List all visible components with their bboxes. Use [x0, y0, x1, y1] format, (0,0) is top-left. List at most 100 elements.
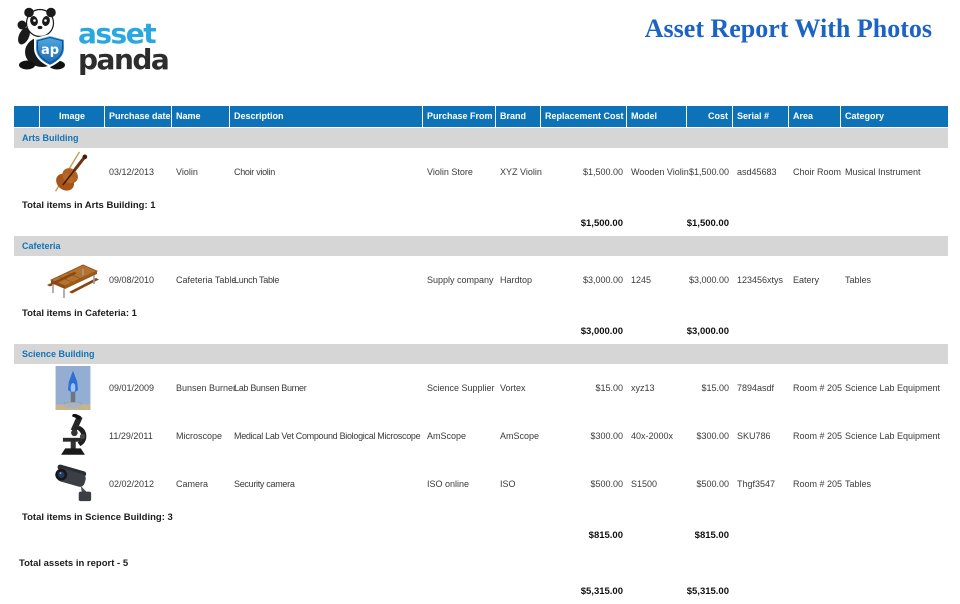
cell-serial: Thgf3547: [737, 479, 776, 489]
cell-serial: 7894asdf: [737, 383, 775, 393]
cell-description: Lab Bunsen Burner: [234, 383, 307, 393]
cell-cost: $300.00: [696, 431, 729, 441]
column-header-description: Description: [230, 106, 423, 127]
asset-row-cafeteria-table: 09/08/2010 Cafeteria Table Lunch Table Supp…: [14, 256, 948, 304]
cell-purchase_date: 11/29/2011: [109, 431, 153, 441]
cell-category: Tables: [845, 479, 872, 489]
cell-cost: $15.00: [701, 383, 729, 393]
column-header-name: Name: [172, 106, 230, 127]
cell-brand: Hardtop: [500, 275, 533, 285]
cell-brand: ISO: [500, 479, 516, 489]
group-name: Cafeteria: [22, 241, 61, 251]
cell-model: S1500: [631, 479, 658, 489]
cell-replacement_cost: $3,000.00: [582, 275, 623, 285]
cell-replacement_cost: $1,500.00: [582, 167, 623, 177]
logo-word-panda: panda: [78, 42, 170, 76]
cell-category: Science Lab Equipment: [845, 431, 941, 441]
cell-category: Musical Instrument: [845, 167, 921, 177]
asset-panda-logo: ap asset panda: [12, 6, 170, 77]
grand-total-replacement-cost: $5,315.00: [580, 585, 623, 597]
logo-wordmark: asset panda: [78, 17, 170, 76]
cell-brand: XYZ Violin: [500, 167, 542, 177]
group-subtotal-row: $3,000.00 $3,000.00: [14, 324, 948, 338]
cell-purchase_from: Violin Store: [427, 167, 473, 177]
cell-description: Lunch Table: [234, 275, 280, 285]
group-total-label: Total items in Arts Building: 1: [22, 200, 156, 211]
cell-name: Cafeteria Table: [176, 275, 237, 285]
asset-report-table: Image Purchase date Name Description Purchas…: [14, 106, 948, 598]
cell-purchase_from: AmScope: [427, 431, 467, 441]
cell-serial: SKU786: [737, 431, 771, 441]
asset-row-camera: 02/02/2012 Camera Security camera ISO onlin…: [14, 460, 948, 508]
group-name: Arts Building: [22, 133, 79, 143]
group-subtotal-row: $1,500.00 $1,500.00: [14, 216, 948, 230]
cell-serial: 123456xtys: [737, 275, 784, 285]
subtotal-replacement-cost: $815.00: [588, 529, 623, 541]
grand-total-row: $5,315.00 $5,315.00: [14, 584, 948, 598]
cell-area: Eatery: [793, 275, 820, 285]
subtotal-replacement-cost: $1,500.00: [580, 217, 623, 229]
cell-replacement_cost: $300.00: [590, 431, 623, 441]
report-title: Asset Report With Photos: [644, 14, 932, 43]
cell-replacement_cost: $500.00: [590, 479, 623, 489]
cell-description: Security camera: [234, 479, 295, 489]
cell-purchase_from: Science Supplier: [427, 383, 495, 393]
column-header-purchase_date: Purchase date: [105, 106, 172, 127]
column-header-brand: Brand: [496, 106, 541, 127]
asset-row-bunsen-burner: 09/01/2009 Bunsen Burner Lab Bunsen Burner…: [14, 364, 948, 412]
subtotal-cost: $1,500.00: [686, 217, 729, 229]
bunsen-burner-photo: [55, 366, 90, 410]
cell-purchase_date: 03/12/2013: [109, 167, 155, 177]
group-name: Science Building: [22, 349, 95, 359]
cell-purchase_date: 09/08/2010: [109, 275, 155, 285]
cell-category: Science Lab Equipment: [845, 383, 941, 393]
cell-cost: $500.00: [696, 479, 729, 489]
grand-total-cost: $5,315.00: [686, 585, 729, 597]
cell-model: 40x-2000x: [631, 431, 674, 441]
asset-row-violin: 03/12/2013 Violin Choir violin Violin Store…: [14, 148, 948, 196]
logo-word-asset: asset: [78, 17, 157, 50]
cell-purchase_date: 02/02/2012: [109, 479, 155, 489]
report-total-label: Total assets in report - 5: [19, 558, 129, 569]
cell-area: Room # 205: [793, 479, 843, 489]
microscope-photo: [60, 414, 86, 455]
cell-purchase_from: Supply company: [427, 275, 494, 285]
asset-row-microscope: 11/29/2011 Microscope Medical Lab Vet Comp…: [14, 412, 948, 460]
table-body: Arts Building 03/12/2013 Violin Choir violi…: [14, 128, 948, 542]
cell-spacer: [14, 148, 40, 196]
cell-spacer: [14, 364, 40, 412]
cell-serial: asd45683: [737, 167, 777, 177]
cell-description: Choir violin: [234, 167, 275, 177]
column-header-model: Model: [627, 106, 687, 127]
column-header-spacer: [14, 106, 40, 127]
panda-logo-icon: ap: [12, 6, 74, 77]
cell-name: Violin: [176, 167, 198, 177]
subtotal-cost: $815.00: [694, 529, 729, 541]
cell-area: Choir Room: [793, 167, 842, 177]
cell-spacer: [14, 460, 40, 508]
violin-photo: [54, 151, 87, 192]
cell-replacement_cost: $15.00: [595, 383, 623, 393]
column-header-purchase_from: Purchase From: [423, 106, 496, 127]
cell-model: Wooden Violin: [631, 167, 689, 177]
cell-cost: $1,500.00: [688, 167, 729, 177]
group-subtotal-row: $815.00 $815.00: [14, 528, 948, 542]
cell-name: Microscope: [176, 431, 223, 441]
group-header-cafeteria: Cafeteria: [14, 236, 948, 256]
cell-spacer: [14, 256, 40, 304]
cell-image: [40, 256, 105, 304]
report-footer: Total assets in report - 5 $5,315.00 $5,…: [14, 554, 948, 598]
cell-image: [40, 412, 105, 460]
column-header-category: Category: [845, 111, 885, 121]
subtotal-replacement-cost: $3,000.00: [580, 325, 623, 337]
cell-area: Room # 205: [793, 431, 843, 441]
cell-purchase_from: ISO online: [427, 479, 470, 489]
report-header: ap asset panda Asset Report With Photos: [0, 0, 960, 106]
column-header-area: Area: [789, 106, 841, 127]
cell-image: [40, 148, 105, 196]
group-header-arts-building: Arts Building: [14, 128, 948, 148]
group-header-science-building: Science Building: [14, 344, 948, 364]
group-total-label: Total items in Cafeteria: 1: [22, 308, 137, 319]
cell-description: Medical Lab Vet Compound Biological Micr…: [234, 431, 421, 441]
